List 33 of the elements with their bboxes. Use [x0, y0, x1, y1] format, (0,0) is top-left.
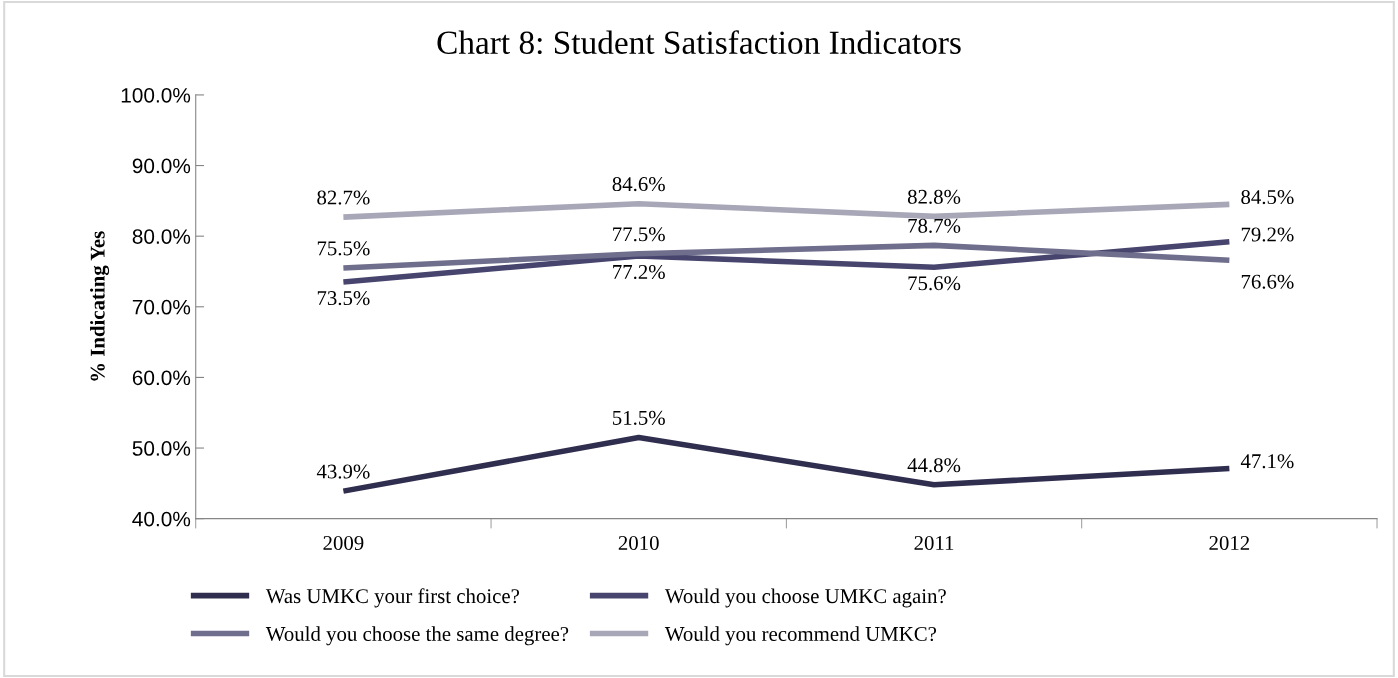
- data-label: 79.2%: [1241, 227, 1294, 242]
- y-tick-label: 60.0%: [132, 370, 191, 386]
- data-label: 77.2%: [613, 264, 665, 280]
- data-label: 84.6%: [612, 177, 665, 192]
- data-label: 47.1%: [1240, 454, 1294, 469]
- y-tick-label: 50.0%: [132, 441, 191, 456]
- y-tick-label: 90.0%: [132, 158, 191, 174]
- data-label: 73.5%: [317, 291, 370, 306]
- x-tick-label: 2010: [618, 535, 659, 550]
- y-tick-label: 40.0%: [132, 511, 191, 527]
- y-tick-label: 80.0%: [132, 229, 191, 244]
- data-label: 75.5%: [317, 241, 370, 256]
- data-label: 77.5%: [613, 227, 665, 242]
- data-label: 82.7%: [317, 190, 370, 205]
- y-axis-title: % Indicating Yes: [90, 231, 110, 381]
- x-tick-label: 2011: [914, 535, 954, 550]
- data-label: 76.6%: [1241, 274, 1294, 289]
- data-label: 75.6%: [908, 276, 961, 291]
- x-tick-label: 2009: [323, 535, 364, 550]
- legend-label: Was UMKC your first choice?: [265, 588, 520, 608]
- y-tick-label: 70.0%: [132, 299, 191, 315]
- data-label: 51.5%: [613, 410, 665, 425]
- data-label: 78.7%: [908, 218, 961, 233]
- legend-label: Would you choose the same degree?: [265, 626, 569, 646]
- data-label: 43.9%: [316, 464, 370, 479]
- data-label: 44.8%: [907, 458, 961, 473]
- data-label: 82.8%: [907, 189, 961, 204]
- x-tick-label: 2012: [1209, 535, 1250, 550]
- data-label: 84.5%: [1241, 189, 1294, 205]
- y-tick-label: 100.0%: [121, 87, 191, 103]
- legend-label: Would you choose UMKC again?: [664, 588, 946, 608]
- chart-title: Chart 8: Student Satisfaction Indicators: [437, 30, 961, 55]
- legend-label: Would you recommend UMKC?: [664, 626, 937, 646]
